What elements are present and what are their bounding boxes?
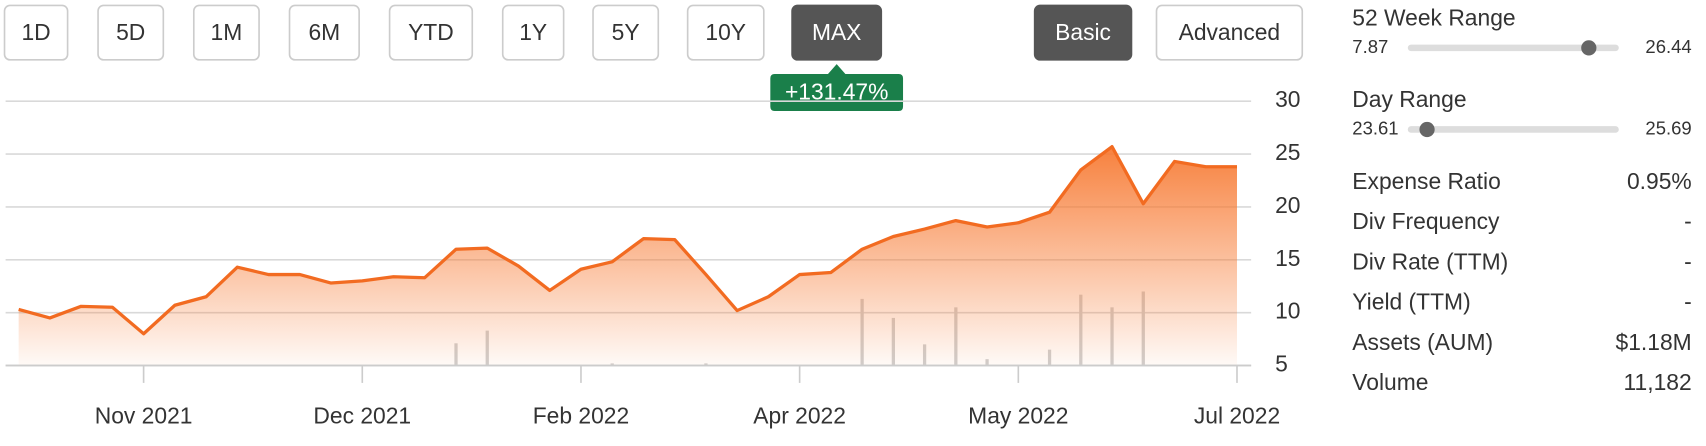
- button-label: 10Y: [705, 19, 746, 45]
- button-label: YTD: [408, 19, 454, 45]
- change-label: +131.47%: [785, 79, 888, 105]
- stat-value: -: [1684, 208, 1692, 234]
- y-tick-label: 5: [1275, 351, 1288, 377]
- button-bg: [1033, 4, 1133, 61]
- stat-value: -: [1684, 289, 1692, 315]
- range-high: 25.69: [1645, 117, 1691, 138]
- button-label: 1Y: [519, 19, 547, 45]
- x-tick-label: May 2022: [968, 403, 1068, 429]
- range-label: Day Range: [1352, 86, 1466, 112]
- range-button[interactable]: 1M: [192, 4, 260, 61]
- button-bg: [288, 4, 360, 61]
- stat-label: Assets (AUM): [1352, 329, 1493, 355]
- range-knob: [1419, 121, 1435, 138]
- button-label: 6M: [308, 19, 340, 45]
- range-knob: [1581, 40, 1597, 56]
- stat-label: Volume: [1352, 369, 1428, 395]
- button-bg: [3, 4, 69, 61]
- y-tick-label: 10: [1275, 298, 1300, 324]
- range-button[interactable]: 10Y: [686, 4, 765, 61]
- button-label: 1D: [21, 19, 50, 45]
- range-label: 52 Week Range: [1352, 5, 1515, 31]
- stat-value: -: [1684, 248, 1692, 274]
- button-bg: [686, 4, 765, 61]
- button-bg: [192, 4, 260, 61]
- stat-value: $1.18M: [1616, 329, 1692, 355]
- range-low: 7.87: [1352, 36, 1388, 57]
- y-tick-label: 25: [1275, 139, 1300, 165]
- button-label: Basic: [1055, 19, 1111, 45]
- range-button[interactable]: 1Y: [501, 4, 565, 61]
- button-bg: [791, 4, 883, 61]
- x-tick-label: Apr 2022: [753, 403, 846, 429]
- range-button[interactable]: 5D: [97, 4, 165, 61]
- range-low: 23.61: [1352, 117, 1398, 138]
- button-bg: [1155, 4, 1304, 61]
- button-label: 5D: [116, 19, 145, 45]
- range-track: [1407, 44, 1619, 52]
- area: [18, 146, 1237, 366]
- button-bg: [388, 4, 474, 61]
- x-tick-label: Nov 2021: [95, 403, 193, 429]
- x-tick-label: Jul 2022: [1194, 403, 1280, 429]
- price-line: [18, 145, 1237, 336]
- range-button[interactable]: YTD: [388, 4, 474, 61]
- stat-label: Div Rate (TTM): [1352, 248, 1508, 274]
- button-bg: [592, 4, 660, 61]
- x-tick-label: Dec 2021: [313, 403, 411, 429]
- stat-label: Expense Ratio: [1352, 168, 1500, 194]
- stat-label: Yield (TTM): [1352, 289, 1470, 315]
- mode-button[interactable]: Advanced: [1155, 4, 1304, 61]
- stat-value: 0.95%: [1627, 168, 1692, 194]
- y-tick-label: 20: [1275, 192, 1300, 218]
- range-high: 26.44: [1645, 36, 1691, 57]
- x-tick-label: Feb 2022: [533, 403, 629, 429]
- button-bg: [501, 4, 565, 61]
- range-button[interactable]: 1D: [3, 4, 69, 61]
- range-button[interactable]: 6M: [288, 4, 360, 61]
- badge: [770, 64, 904, 111]
- button-label: 1M: [211, 19, 243, 45]
- button-label: Advanced: [1179, 19, 1281, 45]
- button-label: MAX: [812, 19, 861, 45]
- mode-button[interactable]: Basic: [1033, 4, 1133, 61]
- button-label: 5Y: [612, 19, 640, 45]
- y-tick-label: 15: [1275, 245, 1300, 271]
- range-button[interactable]: 5Y: [592, 4, 660, 61]
- range-track: [1407, 126, 1619, 133]
- y-tick-label: 30: [1275, 86, 1300, 112]
- range-button[interactable]: MAX: [791, 4, 883, 61]
- stat-label: Div Frequency: [1352, 208, 1500, 234]
- button-bg: [97, 4, 165, 61]
- stat-value: 11,182: [1624, 369, 1692, 395]
